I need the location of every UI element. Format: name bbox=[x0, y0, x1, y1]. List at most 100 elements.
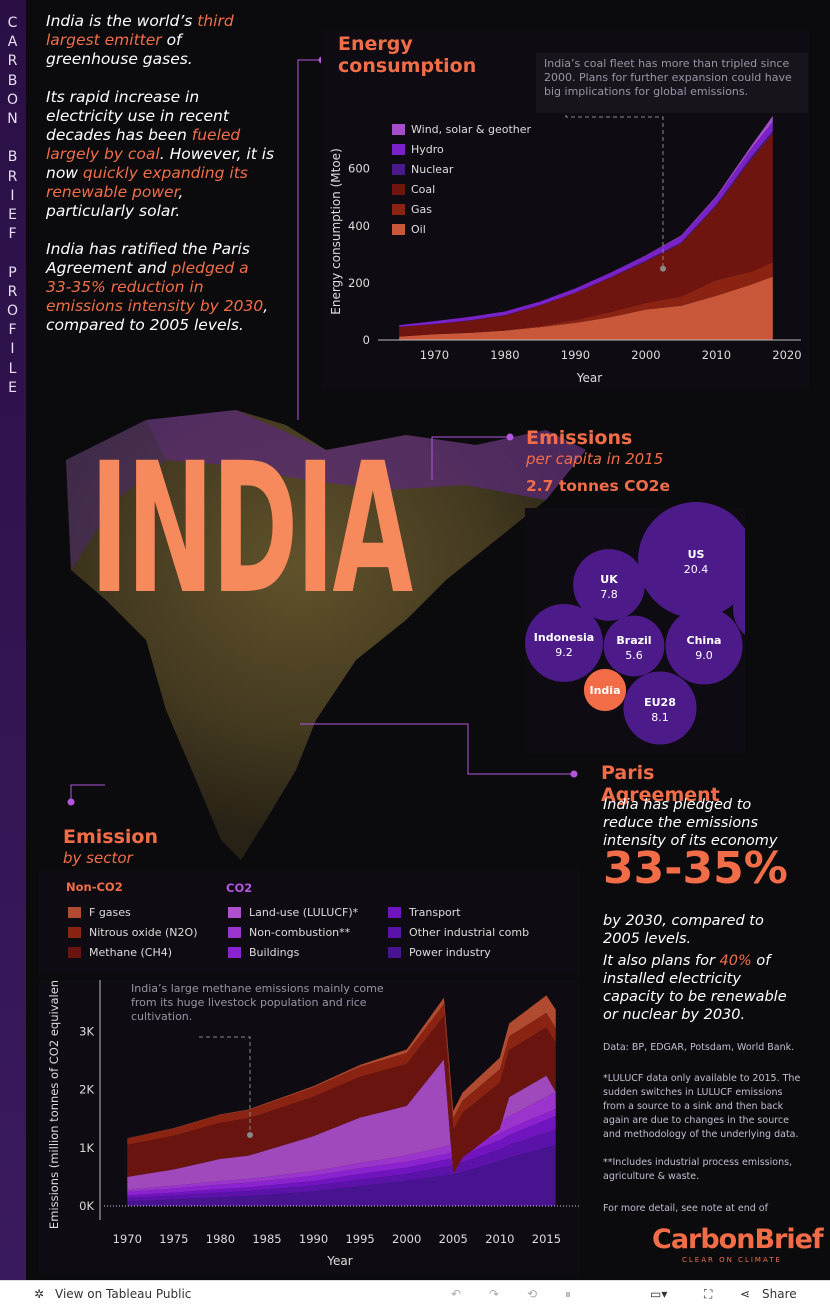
energy-x-tick: 2010 bbox=[702, 348, 731, 362]
percapita-value: 2.7 tonnes CO2e bbox=[526, 477, 670, 495]
sector-legend-label: Other industrial comb bbox=[409, 926, 530, 939]
bubble-value-brazil: 5.6 bbox=[625, 649, 643, 662]
sector-legend-label: Power industry bbox=[409, 946, 491, 959]
sector-legend-swatch bbox=[68, 947, 81, 958]
paris-text-1: India has pledged to reduce the emission… bbox=[603, 797, 778, 849]
sector-legend-swatch bbox=[228, 947, 241, 958]
sector-legend-item: Buildings bbox=[228, 946, 299, 959]
intro-paragraph-1: India is the world’s third largest emitt… bbox=[46, 12, 234, 68]
sector-annotation-line bbox=[199, 1036, 251, 1135]
energy-title: Energy consumption bbox=[338, 33, 477, 77]
sector-legend-swatch bbox=[388, 907, 401, 918]
view-on-tableau-link[interactable]: View on Tableau Public bbox=[55, 1287, 192, 1301]
sector-y-tick: 2K bbox=[79, 1083, 94, 1097]
sector-legend-label: Transport bbox=[409, 906, 461, 919]
bubble-value-uk: 7.8 bbox=[600, 588, 618, 601]
redo-icon[interactable]: ↷ bbox=[489, 1287, 500, 1301]
paris-text-2: by 2030, compared to 2005 levels. bbox=[603, 913, 764, 947]
sector-legend-swatch bbox=[68, 927, 81, 938]
energy-area-hydro bbox=[399, 121, 773, 327]
energy-legend-item: Oil bbox=[392, 223, 426, 236]
energy-annotation-line bbox=[565, 115, 664, 269]
pause-icon[interactable]: ⏸ bbox=[565, 1287, 572, 1301]
sector-legend-label: Non-combustion** bbox=[249, 926, 351, 939]
sector-legend-label: F gases bbox=[89, 906, 131, 919]
bubble-label-china: China bbox=[687, 634, 722, 647]
bubble-china bbox=[665, 607, 743, 685]
bubble-label-india: India bbox=[590, 684, 621, 697]
sector-annotation-dot bbox=[247, 1132, 253, 1138]
energy-annotation-dot bbox=[660, 265, 666, 272]
energy-legend-swatch bbox=[392, 224, 405, 235]
bubble-indonesia bbox=[525, 604, 603, 682]
undo-icon[interactable]: ↶ bbox=[451, 1287, 462, 1301]
sector-legend-swatch bbox=[228, 927, 241, 938]
lulucf-note: *LULUCF data only available to 2015. The… bbox=[603, 1073, 801, 1140]
sector-group-nonco2: Non-CO2 bbox=[66, 880, 123, 894]
sector-area-power-industry bbox=[127, 1144, 556, 1206]
carbonbrief-logo[interactable]: CarbonBrief bbox=[652, 1224, 824, 1255]
energy-legend-item: Nuclear bbox=[392, 163, 454, 176]
comment-icon[interactable]: ▭▾ bbox=[650, 1287, 668, 1301]
bubble-brazil bbox=[603, 615, 665, 677]
energy-legend-swatch bbox=[392, 204, 405, 215]
sources-note: Data: BP, EDGAR, Potsdam, World Bank. bbox=[603, 1042, 795, 1053]
bubble-label-us: US bbox=[688, 548, 705, 561]
energy-y-tick: 0 bbox=[363, 333, 370, 347]
sector-legend-label: Methane (CH4) bbox=[89, 946, 173, 959]
sector-x-tick: 1995 bbox=[345, 1232, 374, 1246]
sector-legend-item: F gases bbox=[68, 906, 131, 919]
sector-x-tick: 2000 bbox=[392, 1232, 421, 1246]
sector-subtitle: by sector bbox=[63, 849, 133, 867]
sector-y-tick: 0K bbox=[79, 1199, 94, 1213]
sector-group-co2: CO2 bbox=[226, 881, 253, 895]
energy-area-coal bbox=[399, 133, 773, 337]
sector-legend-item: Methane (CH4) bbox=[68, 946, 172, 959]
bubble-value-indonesia: 9.2 bbox=[555, 646, 573, 659]
sector-legend-item: Land-use (LULUCF)* bbox=[228, 906, 358, 919]
sector-legend-item: Nitrous oxide (N2O) bbox=[68, 926, 197, 939]
sector-legend-swatch bbox=[228, 907, 241, 918]
energy-x-tick: 1980 bbox=[490, 348, 519, 362]
percapita-title: Emissions bbox=[526, 427, 633, 449]
sector-x-tick: 1975 bbox=[159, 1232, 188, 1246]
bubble-eu28 bbox=[623, 671, 697, 745]
sector-y-tick: 1K bbox=[79, 1141, 94, 1155]
sector-x-tick: 2005 bbox=[439, 1232, 468, 1246]
sector-x-tick: 2015 bbox=[532, 1232, 561, 1246]
energy-y-label: Energy consumption (Mtoe) bbox=[329, 148, 343, 314]
map-title: INDIA bbox=[90, 425, 413, 634]
percapita-subtitle: per capita in 2015 bbox=[526, 450, 664, 468]
energy-y-tick: 600 bbox=[348, 162, 370, 176]
share-button[interactable]: Share bbox=[762, 1287, 797, 1301]
energy-legend-item: Wind, solar & geother bbox=[392, 123, 532, 136]
sector-x-label: Year bbox=[326, 1254, 352, 1268]
share-icon[interactable]: ⋖ bbox=[740, 1287, 751, 1301]
sector-area-other-industrial-comb bbox=[127, 1129, 556, 1202]
more-detail-note: For more detail, see note at end of bbox=[603, 1203, 768, 1214]
intro-paragraph-3: India has ratified the Paris Agreement a… bbox=[46, 240, 269, 334]
sector-legend-swatch bbox=[388, 947, 401, 958]
sector-legend-item: Power industry bbox=[388, 946, 491, 959]
energy-legend-label: Nuclear bbox=[411, 163, 454, 176]
fullscreen-icon[interactable]: ⛶ bbox=[704, 1287, 713, 1301]
paris-text-3: It also plans for 40% of installed elect… bbox=[603, 953, 787, 1023]
bubble-label-eu28: EU28 bbox=[644, 696, 676, 709]
energy-legend-label: Gas bbox=[411, 203, 432, 216]
bubble-uk bbox=[573, 549, 645, 621]
carbonbrief-tagline: CLEAR ON CLIMATE bbox=[682, 1256, 782, 1264]
energy-x-label: Year bbox=[576, 371, 602, 385]
sector-legend-item: Transport bbox=[388, 906, 461, 919]
energy-legend-item: Hydro bbox=[392, 143, 444, 156]
bubble-label-indonesia: Indonesia bbox=[534, 631, 594, 644]
bubble-label-uk: UK bbox=[600, 573, 618, 586]
bubble-label-brazil: Brazil bbox=[616, 634, 651, 647]
revert-icon[interactable]: ⟲ bbox=[527, 1287, 538, 1301]
sector-area-land-use-lulucf- bbox=[127, 1059, 556, 1190]
sector-legend-item: Non-combustion** bbox=[228, 926, 350, 939]
sector-note: India’s large methane emissions mainly c… bbox=[131, 982, 384, 1023]
energy-legend-item: Coal bbox=[392, 183, 436, 196]
sector-title: Emission bbox=[63, 826, 158, 848]
energy-y-tick: 200 bbox=[348, 276, 370, 290]
